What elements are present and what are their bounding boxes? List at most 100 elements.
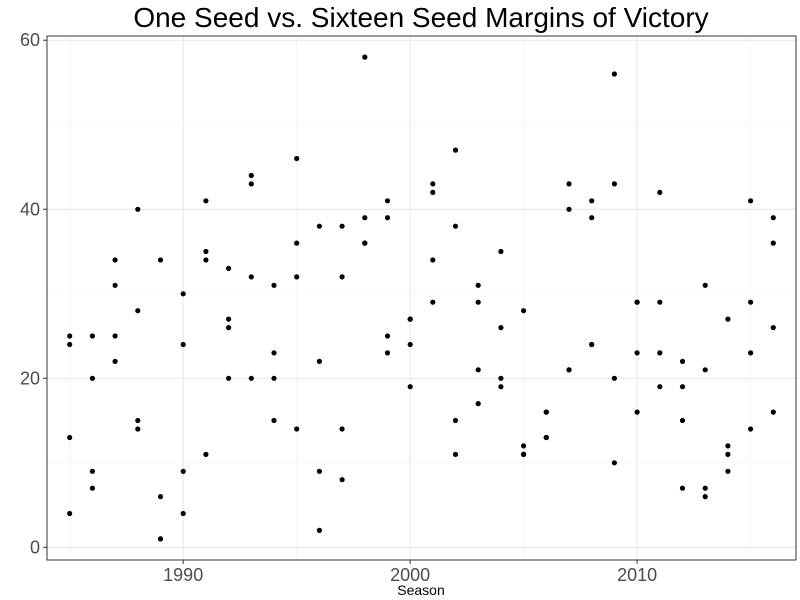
data-point bbox=[248, 375, 254, 381]
data-point bbox=[89, 485, 95, 491]
data-point bbox=[316, 468, 322, 474]
data-point bbox=[407, 316, 413, 322]
data-point bbox=[770, 325, 776, 331]
x-axis-label: Season bbox=[397, 582, 444, 598]
data-point bbox=[407, 384, 413, 390]
chart-title: One Seed vs. Sixteen Seed Margins of Vic… bbox=[133, 2, 708, 33]
data-point bbox=[452, 147, 459, 153]
data-points bbox=[67, 54, 776, 542]
data-point bbox=[657, 384, 663, 390]
data-point bbox=[498, 384, 504, 390]
plot-panel bbox=[46, 35, 797, 561]
data-point bbox=[702, 367, 708, 373]
data-point bbox=[748, 426, 754, 432]
data-point bbox=[112, 282, 118, 288]
data-point bbox=[180, 341, 186, 348]
data-point bbox=[203, 451, 209, 457]
x-axis: 1990 2000 2010 bbox=[163, 560, 657, 585]
y-axis: 0 20 40 60 bbox=[20, 30, 47, 557]
data-point bbox=[180, 468, 186, 474]
data-point bbox=[67, 341, 73, 348]
data-point bbox=[748, 299, 754, 305]
data-point bbox=[679, 485, 686, 491]
data-point bbox=[384, 198, 391, 204]
data-point bbox=[248, 172, 254, 179]
data-point bbox=[67, 333, 73, 339]
data-point bbox=[725, 451, 731, 457]
data-point bbox=[135, 308, 141, 314]
data-point bbox=[135, 417, 141, 424]
data-point bbox=[725, 468, 731, 474]
data-point bbox=[384, 333, 391, 339]
y-tick-label: 40 bbox=[20, 199, 40, 219]
data-point bbox=[248, 274, 254, 280]
data-point bbox=[226, 316, 232, 322]
data-point bbox=[339, 477, 345, 483]
data-point bbox=[589, 341, 595, 348]
data-point bbox=[89, 468, 95, 474]
data-point bbox=[657, 189, 663, 195]
data-point bbox=[112, 257, 118, 263]
data-point bbox=[294, 426, 300, 432]
data-point bbox=[89, 333, 95, 339]
data-point bbox=[702, 282, 708, 288]
data-point bbox=[67, 510, 73, 517]
data-point bbox=[543, 434, 549, 441]
data-point bbox=[362, 54, 368, 60]
data-point bbox=[475, 401, 481, 407]
data-point bbox=[566, 367, 572, 373]
data-point bbox=[634, 409, 640, 415]
data-point bbox=[430, 257, 436, 263]
data-point bbox=[657, 299, 663, 305]
y-tick-label: 60 bbox=[20, 30, 40, 50]
data-point bbox=[543, 409, 549, 415]
grid bbox=[47, 36, 796, 560]
data-point bbox=[770, 240, 776, 246]
data-point bbox=[634, 299, 640, 305]
y-tick-label: 0 bbox=[30, 537, 40, 557]
data-point bbox=[611, 71, 618, 77]
data-point bbox=[521, 451, 527, 457]
data-point bbox=[657, 350, 663, 356]
data-point bbox=[452, 451, 459, 457]
data-point bbox=[339, 223, 345, 229]
data-point bbox=[521, 443, 527, 449]
data-point bbox=[702, 485, 708, 491]
data-point bbox=[725, 443, 731, 449]
data-point bbox=[339, 426, 345, 432]
data-point bbox=[316, 223, 322, 229]
data-point bbox=[180, 291, 186, 297]
data-point bbox=[475, 282, 481, 288]
data-point bbox=[384, 215, 391, 221]
data-point bbox=[226, 265, 232, 271]
data-point bbox=[430, 181, 436, 187]
y-tick-label: 20 bbox=[20, 368, 40, 388]
data-point bbox=[271, 375, 277, 381]
data-point bbox=[611, 181, 618, 187]
data-point bbox=[475, 299, 481, 305]
data-point bbox=[226, 375, 232, 381]
data-point bbox=[226, 325, 232, 331]
data-point bbox=[679, 358, 686, 364]
data-point bbox=[566, 206, 572, 212]
data-point bbox=[294, 240, 300, 246]
data-point bbox=[589, 215, 595, 221]
data-point bbox=[566, 181, 572, 187]
data-point bbox=[521, 308, 527, 314]
data-point bbox=[203, 198, 209, 204]
data-point bbox=[498, 325, 504, 331]
data-point bbox=[271, 417, 277, 424]
data-point bbox=[748, 350, 754, 356]
data-point bbox=[271, 350, 277, 356]
data-point bbox=[248, 181, 254, 187]
data-point bbox=[452, 417, 459, 424]
data-point bbox=[702, 494, 708, 500]
data-point bbox=[407, 341, 413, 348]
data-point bbox=[135, 206, 141, 212]
data-point bbox=[589, 198, 595, 204]
data-point bbox=[157, 536, 164, 542]
data-point bbox=[362, 240, 368, 246]
data-point bbox=[770, 215, 776, 221]
data-point bbox=[384, 350, 391, 356]
